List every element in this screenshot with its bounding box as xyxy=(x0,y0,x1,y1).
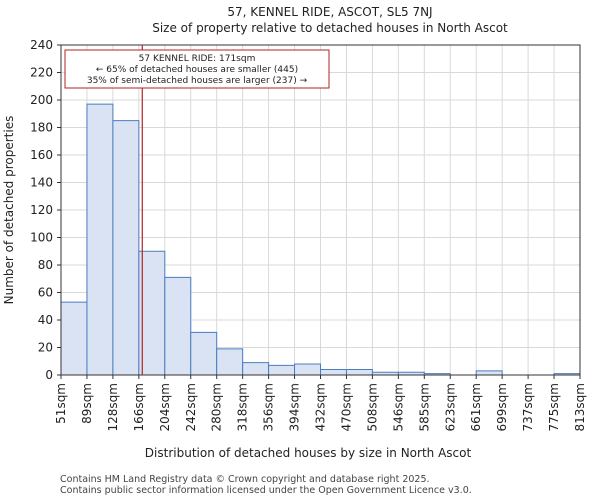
x-tick-label: 51sqm xyxy=(54,383,68,424)
y-tick-label: 200 xyxy=(30,93,53,107)
x-tick-label: 737sqm xyxy=(521,383,535,431)
annotation-line-3: 35% of semi-detached houses are larger (… xyxy=(87,76,308,86)
y-tick-label: 240 xyxy=(30,38,53,52)
x-tick-label: 394sqm xyxy=(288,383,302,431)
bar xyxy=(268,364,296,376)
bar xyxy=(190,331,218,376)
x-tick-label: 356sqm xyxy=(262,383,276,431)
y-tick-label: 20 xyxy=(38,341,53,355)
y-tick-label: 0 xyxy=(45,368,53,382)
plot-frame xyxy=(60,44,581,376)
bar xyxy=(242,362,270,376)
bar xyxy=(475,370,503,376)
y-tick-label: 100 xyxy=(30,231,53,245)
y-tick-label: 80 xyxy=(38,258,53,272)
footer-line-1: Contains HM Land Registry data © Crown c… xyxy=(60,474,430,485)
x-axis: 51sqm 89sqm 128sqm 166sqm 204sqm 242sqm 280sqm… xyxy=(54,375,587,431)
x-tick-label: 89sqm xyxy=(80,383,94,424)
x-tick-label: 813sqm xyxy=(573,383,587,431)
bar xyxy=(112,120,140,376)
x-tick-label: 546sqm xyxy=(391,383,405,431)
footer-line-2: Contains public sector information licen… xyxy=(60,485,472,496)
bar xyxy=(345,369,373,376)
x-tick-label: 128sqm xyxy=(106,383,120,431)
x-tick-label: 775sqm xyxy=(547,383,561,431)
bar xyxy=(216,348,244,376)
y-tick-label: 40 xyxy=(38,313,53,327)
x-tick-label: 470sqm xyxy=(339,383,353,431)
x-tick-label: 699sqm xyxy=(495,383,509,431)
y-axis-label: Number of detached properties xyxy=(2,116,16,305)
x-tick-label: 166sqm xyxy=(132,383,146,431)
x-tick-label: 318sqm xyxy=(236,383,250,431)
bar xyxy=(320,369,347,376)
x-tick-label: 280sqm xyxy=(210,383,224,431)
chart-subtitle: Size of property relative to detached ho… xyxy=(152,21,508,35)
x-tick-label: 432sqm xyxy=(314,383,328,431)
x-tick-label: 623sqm xyxy=(443,383,457,431)
y-tick-label: 120 xyxy=(30,203,53,217)
bar xyxy=(294,363,321,376)
x-tick-label: 661sqm xyxy=(469,383,483,431)
annotation-line-2: ← 65% of detached houses are smaller (44… xyxy=(96,65,298,75)
bar xyxy=(86,103,114,376)
annotation-box xyxy=(64,49,330,89)
bar xyxy=(164,276,192,376)
y-tick-label: 140 xyxy=(30,176,53,190)
y-tick-label: 220 xyxy=(30,66,53,80)
x-tick-label: 585sqm xyxy=(417,383,431,431)
y-tick-label: 180 xyxy=(30,121,53,135)
x-axis-label: Distribution of detached houses by size … xyxy=(145,446,472,460)
y-axis: 0 20 40 60 80 100 120 140 160 180 200 220 240 xyxy=(30,38,61,382)
x-tick-label: 242sqm xyxy=(184,383,198,431)
x-tick-label: 204sqm xyxy=(158,383,172,431)
y-tick-label: 60 xyxy=(38,286,53,300)
chart-title: 57, KENNEL RIDE, ASCOT, SL5 7NJ xyxy=(227,5,432,19)
x-tick-label: 508sqm xyxy=(365,383,379,431)
bar xyxy=(60,301,88,376)
annotation-line-1: 57 KENNEL RIDE: 171sqm xyxy=(139,54,256,64)
y-tick-label: 160 xyxy=(30,148,53,162)
